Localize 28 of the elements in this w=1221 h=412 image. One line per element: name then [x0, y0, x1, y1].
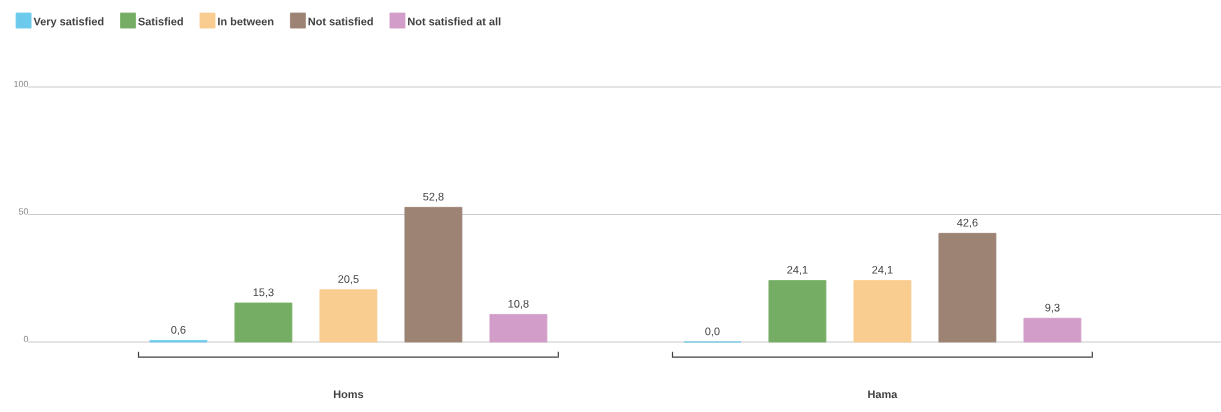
data-label: 42,6 — [957, 218, 978, 228]
data-label: 52,8 — [423, 192, 444, 202]
data-label: 20,5 — [338, 275, 359, 285]
legend-label: Very satisfied — [33, 17, 104, 28]
y-tick-label: 0 — [23, 335, 29, 343]
bar — [234, 302, 293, 343]
bar — [319, 289, 378, 343]
data-label: 0,0 — [705, 327, 720, 337]
bar — [853, 280, 912, 343]
x-tick-label: Hama — [868, 390, 898, 399]
y-tick-label: 100 — [14, 80, 29, 88]
legend-label: Not satisfied at all — [408, 17, 501, 26]
bar — [1023, 317, 1082, 343]
bar — [768, 280, 827, 343]
data-label: 24,1 — [787, 265, 808, 276]
legend-label: Satisfied — [138, 17, 183, 26]
data-label: 15,3 — [253, 288, 274, 298]
bar — [489, 314, 548, 343]
data-label: 0,6 — [171, 325, 186, 335]
y-tick-label: 50 — [18, 208, 29, 215]
legend-label: In between — [218, 17, 274, 26]
bar — [404, 206, 463, 343]
data-label: 10,8 — [508, 299, 529, 309]
legend-label: Not satisfied — [308, 17, 373, 26]
x-tick-label: Homs — [333, 390, 364, 399]
data-label: 24,1 — [872, 265, 893, 276]
bar — [938, 232, 997, 343]
data-label: 9,3 — [1045, 303, 1060, 313]
